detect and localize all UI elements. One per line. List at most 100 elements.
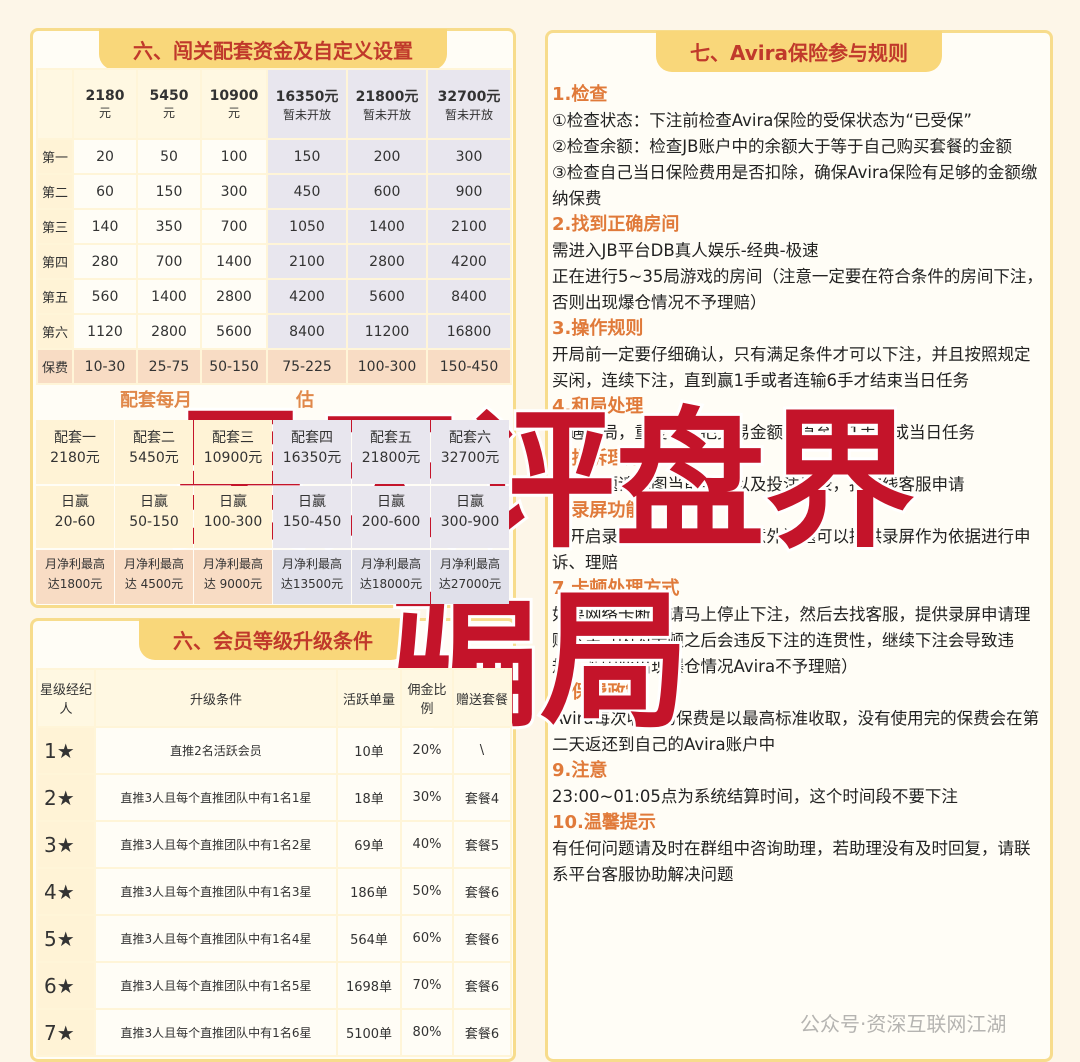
cell: 直推3人且每个直推团队中有1名3星 <box>94 867 338 916</box>
watermark: 公众号·资深互联网江湖 <box>800 1012 1007 1036</box>
header-cell: 10900 元 <box>200 68 268 140</box>
cell: 100-300 <box>346 348 428 385</box>
cell: 60% <box>400 914 454 963</box>
package-monthly: 月净利最高 达1800元 <box>36 550 114 604</box>
package-name: 配套二 5450元 <box>115 420 193 484</box>
cell: 1400 <box>136 278 202 315</box>
rule-heading: 2.找到正确房间 <box>552 214 680 235</box>
cell: 280 <box>72 243 138 280</box>
package-monthly: 月净利最高达13500元 <box>273 550 351 604</box>
cell: \ <box>452 726 512 775</box>
rule-text: 如果网络卡断就请马上停止下注，然后去找客服，提供录屏申请理赔本金（因为卡顿之后会… <box>552 605 1031 676</box>
daily-range: 50-150 <box>129 514 179 530</box>
rule-heading: 4.和局处理 <box>552 396 644 417</box>
header-cell: 16350元 暂未开放 <box>266 68 348 140</box>
name: 配套四 <box>291 430 333 446</box>
cell: 60 <box>72 173 138 210</box>
cell: 1★ <box>36 726 96 775</box>
cell: 564单 <box>336 914 402 963</box>
rule-heading: 10.温馨提示 <box>552 812 656 833</box>
row-label: 第二 <box>36 173 74 210</box>
unit: 暂未开放 <box>444 107 493 122</box>
unit: 元 <box>98 105 111 120</box>
rule-text: 正在进行5~35局游戏的房间（注意一定要在符合条件的房间下注，否则出现爆仓情况不… <box>552 267 1043 312</box>
cell: 80% <box>400 1008 454 1057</box>
cell: 50% <box>400 867 454 916</box>
rule-text: Avira每次收取的保费是以最高标准收取，没有使用完的保费会在第二天返还到自己的… <box>552 709 1040 754</box>
row: 5★ 直推3人且每个直推团队中有1名4星 564单 60% 套餐6 <box>36 914 512 963</box>
cell: 900 <box>426 173 512 210</box>
cell: 300 <box>426 138 512 175</box>
cell: 直推3人且每个直推团队中有1名6星 <box>94 1008 338 1057</box>
cell: 5600 <box>346 278 428 315</box>
name: 配套三 <box>212 430 254 446</box>
cell: 560 <box>72 278 138 315</box>
package-daily: 日赢 150-450 <box>273 486 351 548</box>
rule-text: 23:00~01:05点为系统结算时间，这个时间段不要下注 <box>552 787 958 806</box>
header-cell: 5450 元 <box>136 68 202 140</box>
cell: 直推2名活跃会员 <box>94 726 338 775</box>
unit: 暂未开放 <box>362 107 411 122</box>
cell: 套餐6 <box>452 914 512 963</box>
cell: 4★ <box>36 867 96 916</box>
row: 4★ 直推3人且每个直推团队中有1名3星 186单 50% 套餐6 <box>36 867 512 916</box>
daily: 日赢 <box>61 494 89 510</box>
rule-heading: 8.保费政策 <box>552 682 644 703</box>
cell: 150 <box>266 138 348 175</box>
package-monthly: 月净利最高达 4500元 <box>115 550 193 604</box>
package-name: 配套五 21800元 <box>352 420 430 484</box>
row-label: 第四 <box>36 243 74 280</box>
cell: 8400 <box>426 278 512 315</box>
cell: 16800 <box>426 313 512 350</box>
header-row: 2180 元 5450 元 10900 元 16350元 暂未开放 21800元 暂未开放 3270… <box>36 68 512 140</box>
header-cell: 佣金比例 <box>400 668 454 728</box>
cell: 10-30 <box>72 348 138 385</box>
cell: 300 <box>200 173 268 210</box>
monthly-value: 达27000元 <box>438 577 502 591</box>
cell: 10单 <box>336 726 402 775</box>
corner <box>36 68 74 140</box>
monthly-value: 达13500元 <box>280 577 344 591</box>
rule-heading: 7.卡顿处理方式 <box>552 578 680 599</box>
header-cell: 21800元 暂未开放 <box>346 68 428 140</box>
cell: 套餐4 <box>452 773 512 822</box>
cell: 1050 <box>266 208 348 245</box>
package-daily: 日赢 300-900 <box>431 486 509 548</box>
cell: 直推3人且每个直推团队中有1名2星 <box>94 820 338 869</box>
daily: 日赢 <box>298 494 326 510</box>
monthly-value: 达1800元 <box>47 577 103 591</box>
package-name: 配套三 10900元 <box>194 420 272 484</box>
monthly: 月净利最高 <box>202 557 263 571</box>
package-name: 配套四 16350元 <box>273 420 351 484</box>
cell: 25-75 <box>136 348 202 385</box>
subtitle: 估 <box>296 390 314 411</box>
row-label: 第一 <box>36 138 74 175</box>
amount: 2180元 <box>50 450 100 466</box>
monthly: 月净利最高 <box>360 557 421 571</box>
cell: 50 <box>136 138 202 175</box>
name: 配套一 <box>54 430 96 446</box>
cell: 4200 <box>266 278 348 315</box>
cell: 5★ <box>36 914 96 963</box>
subtitle: 配套每月 <box>120 390 192 411</box>
daily-range: 150-450 <box>282 514 342 530</box>
monthly: 月净利最高 <box>281 557 342 571</box>
package-daily: 日赢 100-300 <box>194 486 272 548</box>
amount: 32700元 <box>440 450 500 466</box>
row: 3★ 直推3人且每个直推团队中有1名2星 69单 40% 套餐5 <box>36 820 512 869</box>
cell: 2800 <box>136 313 202 350</box>
header-cell: 2180 元 <box>72 68 138 140</box>
row: 6★ 直推3人且每个直推团队中有1名5星 1698单 70% 套餐6 <box>36 961 512 1010</box>
cell: 2100 <box>266 243 348 280</box>
cell: 1400 <box>200 243 268 280</box>
header-cell: 32700元 暂未开放 <box>426 68 512 140</box>
cell: 2800 <box>200 278 268 315</box>
cell: 5600 <box>200 313 268 350</box>
rule-heading: 3.操作规则 <box>552 318 644 339</box>
unit: 暂未开放 <box>282 107 331 122</box>
cell: 2100 <box>426 208 512 245</box>
unit: 元 <box>227 105 240 120</box>
rule-text: 有任何问题请及时在群组中咨询助理，若助理没有及时回复，请联系平台客服协助解决问题 <box>552 839 1031 884</box>
amount: 16350元 <box>282 450 342 466</box>
rule-text: 请开启录屏功能，遇到任何意外问题可以提供录屏作为依据进行申诉、理赔 <box>552 527 1031 572</box>
